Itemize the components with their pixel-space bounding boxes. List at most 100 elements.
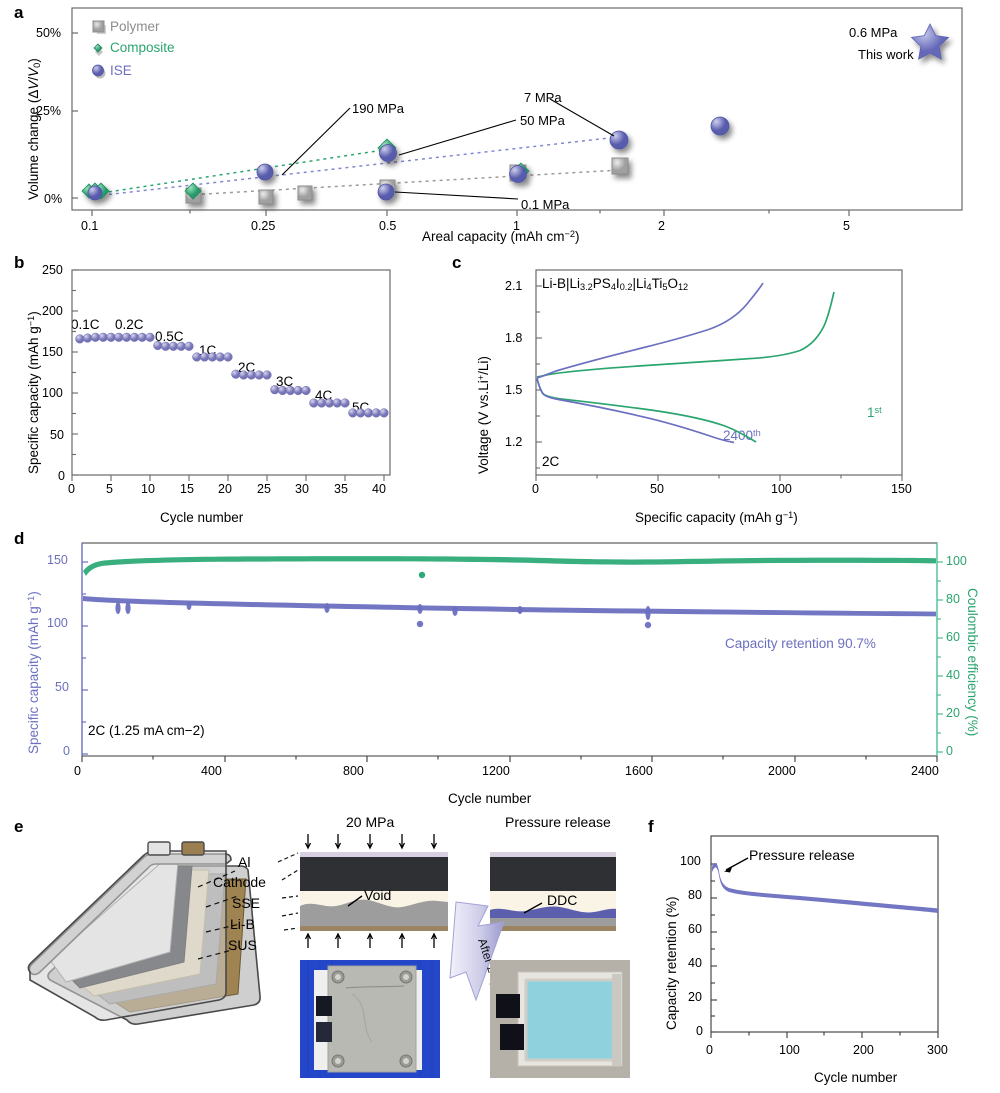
panel-f-xtick-100: 100 — [779, 1043, 800, 1057]
curve-1st-discharge — [536, 378, 757, 443]
specific-capacity-band — [83, 596, 936, 617]
panel-a-xtick-1: 0.25 — [251, 219, 276, 233]
panel-a-anno-190mpa: 190 MPa — [352, 101, 405, 116]
pouch-cell-schematic — [27, 841, 261, 1025]
panel-c-rate-note: 2C — [542, 454, 560, 469]
panel-a-anno-7mpa: 7 MPa — [524, 90, 562, 105]
panel-b-label: b — [14, 253, 25, 272]
stack-label-sus: SUS — [228, 937, 257, 953]
composite-diamond-marker — [93, 42, 103, 56]
polymer-trendline — [187, 169, 621, 196]
panel-d-xtick-2000: 2000 — [768, 764, 796, 778]
panel-b-xtick-10: 10 — [141, 482, 155, 496]
coulombic-efficiency-band — [83, 556, 936, 576]
panel-c-xtick-50: 50 — [650, 482, 664, 496]
panel-b-ytick-200: 200 — [42, 304, 63, 318]
panel-c-label-1st: 1st — [867, 405, 882, 420]
panel-b-xtick-20: 20 — [218, 482, 232, 496]
panel-a-xtick-4: 2 — [658, 219, 665, 233]
panel-f-ytick-60: 60 — [688, 922, 702, 936]
panel-e-label: e — [14, 817, 24, 836]
panel-f-annotation: Pressure release — [749, 847, 855, 863]
panel-a-ytick-1: 25% — [36, 104, 62, 118]
stack-label-sse: SSE — [232, 895, 261, 911]
polymer-square-marker — [92, 20, 106, 34]
panel-d-xtick-800: 800 — [343, 764, 364, 778]
panel-f-x-axis-title: Cycle number — [814, 1070, 898, 1085]
panel-d-xtick-1600: 1600 — [625, 764, 653, 778]
panel-c-label-2400th: 2400th — [723, 428, 761, 443]
panel-d-xtick-0: 0 — [74, 764, 81, 778]
panel-b: b Specific capacity (mAh g−1) Cycle numb… — [0, 252, 430, 530]
panel-a-anno-06mpa: 0.6 MPa — [849, 25, 898, 40]
panel-b-ytick-50: 50 — [50, 428, 64, 442]
panel-c-xtick-0: 0 — [532, 482, 539, 496]
panel-d-ytick-0: 0 — [63, 744, 70, 758]
capacity-retention-band — [712, 863, 938, 913]
panel-f-ytick-0: 0 — [696, 1024, 703, 1038]
pressure-arrows-top — [304, 834, 438, 850]
panel-d-ytick-100: 100 — [47, 616, 68, 630]
legend-label-polymer: Polymer — [110, 18, 160, 34]
panel-a-anno-01mpa: 0.1 MPa — [521, 197, 570, 212]
panel-b-xtick-35: 35 — [334, 482, 348, 496]
panel-d-ytick-150: 150 — [47, 553, 68, 567]
panel-d-xtick-1200: 1200 — [482, 764, 510, 778]
panel-c-ytick-21: 2.1 — [505, 279, 523, 293]
panel-a-markers — [81, 23, 950, 205]
panel-f-ytick-100: 100 — [680, 854, 701, 868]
panel-d-plot — [81, 542, 943, 762]
panel-d-y2tick-0: 0 — [946, 744, 953, 758]
panel-e-ddc-label: DDC — [547, 892, 578, 908]
panel-d-ytick-50: 50 — [55, 680, 69, 694]
curve-1st-charge — [536, 291, 835, 378]
photo-pressurized-jig — [300, 960, 440, 1078]
panel-e-release-label: Pressure release — [505, 814, 611, 830]
panel-f-ytick-80: 80 — [688, 888, 702, 902]
legend-label-composite: Composite — [110, 40, 175, 55]
panel-d-x-axis-title: Cycle number — [448, 791, 532, 806]
panel-d-rate-note: 2C (1.25 mA cm−2) — [88, 723, 205, 738]
panel-d-xtick-2400: 2400 — [911, 764, 939, 778]
panel-a-x-axis-title: Areal capacity (mAh cm−2) — [422, 229, 580, 244]
stack-label-lib: Li-B — [230, 916, 255, 932]
panel-a: a Volume change (ΔV/V0) Areal capacity (… — [0, 0, 1000, 250]
panel-b-ytick-150: 150 — [42, 345, 63, 359]
panel-b-x-axis-title: Cycle number — [160, 510, 244, 525]
panel-b-plot — [71, 269, 391, 481]
curve-2400th-charge — [536, 282, 764, 379]
panel-a-legend: Polymer Composite ISE — [88, 16, 175, 82]
panel-f-ytick-20: 20 — [688, 990, 702, 1004]
panel-b-datapoints — [75, 332, 389, 418]
panel-b-ytick-0: 0 — [58, 469, 65, 483]
panel-c: c Voltage (V vs.Li+/Li) Specific capacit… — [420, 252, 1000, 530]
panel-b-rate-2: 0.5C — [155, 329, 184, 344]
panel-b-xtick-30: 30 — [295, 482, 309, 496]
panel-b-ytick-250: 250 — [42, 263, 63, 277]
panel-a-xtick-0: 0.1 — [81, 219, 99, 233]
panel-a-plot — [71, 7, 963, 216]
panel-c-plot — [535, 269, 903, 481]
panel-c-label: c — [452, 253, 462, 272]
panel-b-xtick-5: 5 — [106, 482, 113, 496]
panel-a-ytick-0: 50% — [36, 26, 62, 40]
panel-f-xtick-0: 0 — [706, 1043, 713, 1057]
panel-d-y2tick-100: 100 — [946, 554, 967, 568]
panel-d-label: d — [14, 529, 25, 548]
panel-b-ytick-100: 100 — [42, 386, 63, 400]
panel-c-ytick-15: 1.5 — [505, 383, 523, 397]
panel-d-xtick-400: 400 — [201, 764, 222, 778]
panel-d-outlier-green — [418, 571, 426, 579]
panel-a-anno-thiswork: This work — [858, 47, 914, 62]
panel-e-void-label: Void — [364, 887, 392, 903]
legend-label-ise: ISE — [110, 63, 132, 78]
panel-b-rate-5: 3C — [276, 374, 294, 389]
panel-f-xtick-300: 300 — [927, 1043, 948, 1057]
panel-a-label: a — [14, 3, 24, 22]
panel-a-xtick-2: 0.5 — [379, 219, 397, 233]
ise-trendline — [94, 136, 619, 197]
panel-f-label: f — [648, 817, 654, 836]
panel-d-retention-label: Capacity retention 90.7% — [725, 636, 876, 651]
this-work-star-marker — [910, 23, 950, 60]
panel-c-x-axis-title: Specific capacity (mAh g−1) — [635, 510, 798, 525]
